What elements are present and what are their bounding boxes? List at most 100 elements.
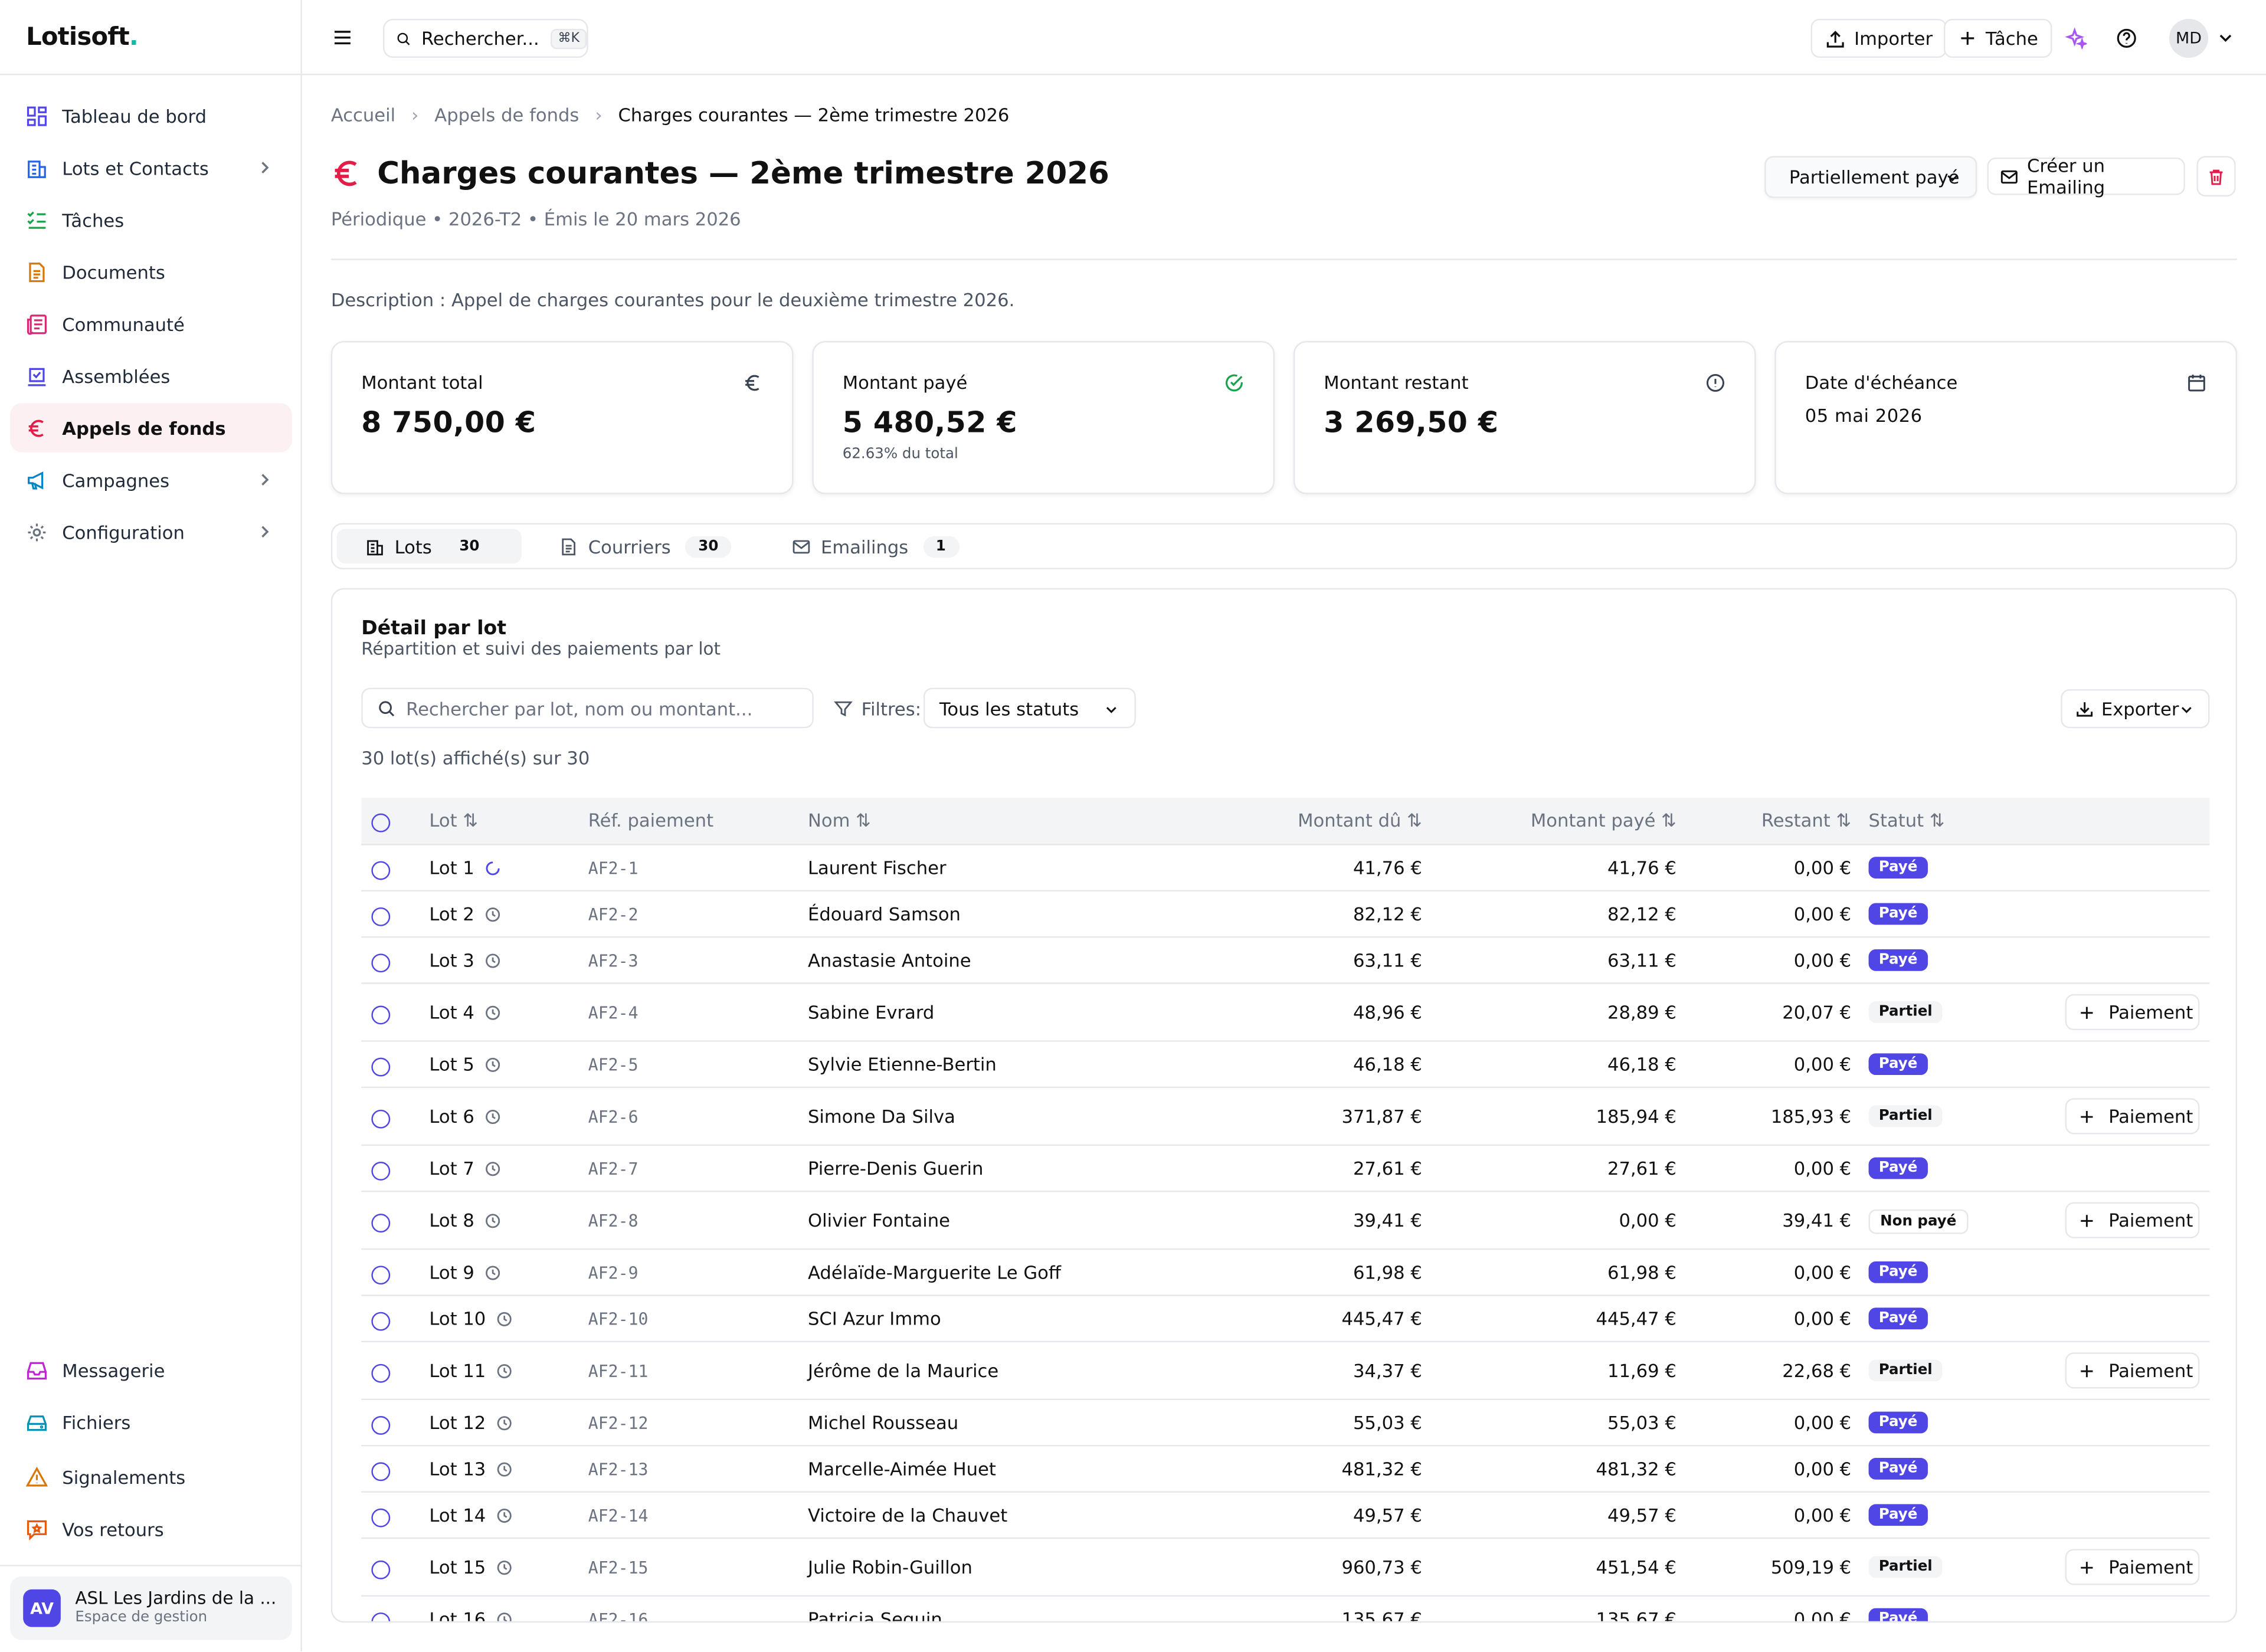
row-checkbox[interactable]: [371, 907, 391, 926]
sidebar-item-campagnes[interactable]: Campagnes: [10, 455, 292, 504]
lot-cell[interactable]: Lot 14: [429, 1504, 513, 1526]
table-row[interactable]: Lot 14 AF2-14 Victoire de la Chauvet 49,57 …: [361, 1493, 2210, 1539]
table-row[interactable]: Lot 4 AF2-4 Sabine Evrard 48,96 € 28,89 € 20,…: [361, 984, 2210, 1042]
table-row[interactable]: Lot 8 AF2-8 Olivier Fontaine 39,41 € 0,00 € 3…: [361, 1192, 2210, 1250]
user-avatar[interactable]: MD: [2169, 18, 2209, 58]
tab-lots[interactable]: Lots 30: [336, 529, 522, 564]
row-checkbox[interactable]: [371, 1109, 391, 1129]
table-row[interactable]: Lot 9 AF2-9 Adélaïde-Marguerite Le Goff 61,…: [361, 1250, 2210, 1296]
row-checkbox[interactable]: [371, 1560, 391, 1579]
lot-cell[interactable]: Lot 15: [429, 1556, 513, 1578]
row-checkbox[interactable]: [371, 1312, 391, 1331]
column-header-restant[interactable]: Restant ⇅: [1761, 809, 1852, 831]
row-checkbox[interactable]: [371, 861, 391, 880]
lot-cell[interactable]: Lot 4: [429, 1001, 502, 1023]
table-row[interactable]: Lot 11 AF2-11 Jérôme de la Maurice 34,37 € 1…: [361, 1342, 2210, 1401]
row-checkbox[interactable]: [371, 1416, 391, 1435]
lot-search-input[interactable]: Rechercher par lot, nom ou montant...: [361, 687, 814, 729]
table-row[interactable]: Lot 3 AF2-3 Anastasie Antoine 63,11 € 63,11 …: [361, 938, 2210, 984]
lot-cell[interactable]: Lot 6: [429, 1105, 502, 1127]
import-button[interactable]: Importer: [1810, 18, 1947, 58]
help-icon[interactable]: [2113, 25, 2139, 51]
sidebar-item-signalements[interactable]: Signalements: [10, 1452, 292, 1501]
table-row[interactable]: Lot 16 AF2-16 Patricia Seguin 135,67 € 135,6…: [361, 1597, 2209, 1621]
row-checkbox[interactable]: [371, 1057, 391, 1077]
delete-button[interactable]: [2196, 156, 2236, 197]
chevron-down-icon: [1106, 707, 1116, 713]
add-payment-button[interactable]: Paiement: [2065, 1202, 2200, 1238]
row-checkbox[interactable]: [371, 1363, 391, 1383]
sparkles-icon[interactable]: [2062, 25, 2088, 51]
table-row[interactable]: Lot 2 AF2-2 Édouard Samson 82,12 € 82,12 € 0,…: [361, 891, 2210, 938]
tab-courriers[interactable]: Courriers 30: [559, 529, 732, 563]
sidebar-item-vos-retours[interactable]: Vos retours: [10, 1504, 292, 1553]
sidebar-item-messagerie[interactable]: Messagerie: [10, 1345, 292, 1394]
breadcrumb-home[interactable]: Accueil: [330, 104, 396, 126]
menu-icon[interactable]: [331, 26, 354, 49]
logo[interactable]: Lotisoft.: [26, 23, 139, 53]
sidebar-item-documents[interactable]: Documents: [10, 247, 292, 296]
lot-cell[interactable]: Lot 3: [429, 949, 502, 971]
table-row[interactable]: Lot 7 AF2-7 Pierre-Denis Guerin 27,61 € 27,6…: [361, 1146, 2210, 1192]
table-row[interactable]: Lot 10 AF2-10 SCI Azur Immo 445,47 € 445,47 …: [361, 1296, 2210, 1343]
table-row[interactable]: Lot 6 AF2-6 Simone Da Silva 371,87 € 185,94 …: [361, 1088, 2210, 1146]
global-search[interactable]: Rechercher... ⌘K: [382, 18, 588, 58]
row-checkbox[interactable]: [371, 1161, 391, 1181]
table-row[interactable]: Lot 13 AF2-13 Marcelle-Aimée Huet 481,32 € 4…: [361, 1446, 2210, 1493]
row-checkbox[interactable]: [371, 1462, 391, 1481]
sidebar-item-appels-de-fonds[interactable]: Appels de fonds: [10, 403, 292, 453]
sidebar-item-configuration[interactable]: Configuration: [10, 507, 292, 556]
row-checkbox[interactable]: [371, 1508, 391, 1528]
create-emailing-button[interactable]: Créer un Emailing: [1987, 155, 2185, 198]
status-filter-select[interactable]: Tous les statuts: [923, 687, 1136, 729]
table-row[interactable]: Lot 12 AF2-12 Michel Rousseau 55,03 € 55,03 …: [361, 1400, 2210, 1447]
add-payment-button[interactable]: Paiement: [2065, 1098, 2200, 1135]
sidebar-item-lots-contacts[interactable]: Lots et Contacts: [10, 143, 292, 192]
row-checkbox[interactable]: [371, 1612, 391, 1621]
lot-cell[interactable]: Lot 5: [429, 1053, 502, 1075]
chevron-down-icon[interactable]: [2215, 28, 2235, 48]
montant-paye-cell: 55,03 €: [1607, 1411, 1676, 1434]
breadcrumb-appels[interactable]: Appels de fonds: [434, 104, 579, 126]
sidebar-item-assemblees[interactable]: Assemblées: [10, 351, 292, 400]
lot-cell[interactable]: Lot 12: [429, 1412, 513, 1433]
lot-cell[interactable]: Lot 9: [429, 1261, 502, 1283]
add-payment-button[interactable]: Paiement: [2065, 1352, 2200, 1389]
lot-cell[interactable]: Lot 13: [429, 1458, 513, 1480]
add-task-button[interactable]: Tâche: [1943, 18, 2053, 58]
status-select[interactable]: Partiellement payé: [1764, 156, 1977, 198]
lot-cell[interactable]: Lot 2: [429, 903, 502, 925]
column-header-montant-du[interactable]: Montant dû ⇅: [1298, 809, 1422, 831]
sidebar-item-tableau-de-bord[interactable]: Tableau de bord: [10, 91, 292, 140]
lot-cell[interactable]: Lot 7: [429, 1158, 502, 1179]
table-row[interactable]: Lot 1 AF2-1 Laurent Fischer 41,76 € 41,76 € 0…: [361, 845, 2210, 892]
lot-cell[interactable]: Lot 11: [429, 1360, 513, 1381]
sidebar-item-fichiers[interactable]: Fichiers: [10, 1397, 292, 1446]
lot-cell[interactable]: Lot 16: [429, 1608, 513, 1621]
column-header-statut[interactable]: Statut ⇅: [1868, 809, 1945, 831]
lot-cell[interactable]: Lot 1: [429, 857, 502, 879]
restant-cell: 0,00 €: [1793, 1053, 1852, 1076]
restant-cell: 20,07 €: [1782, 1001, 1852, 1023]
sidebar-item-label: Documents: [62, 261, 165, 283]
table-row[interactable]: Lot 15 AF2-15 Julie Robin-Guillon 960,73 € 4…: [361, 1539, 2210, 1597]
column-header-nom[interactable]: Nom ⇅: [807, 809, 871, 831]
loading-icon: [486, 861, 500, 875]
row-checkbox[interactable]: [371, 953, 391, 973]
table-row[interactable]: Lot 5 AF2-5 Sylvie Etienne-Bertin 46,18 € 46…: [361, 1042, 2210, 1089]
select-all-checkbox[interactable]: [371, 813, 391, 832]
lot-cell[interactable]: Lot 10: [429, 1307, 513, 1329]
lot-cell[interactable]: Lot 8: [429, 1210, 502, 1231]
row-checkbox[interactable]: [371, 1214, 391, 1233]
tab-emailings[interactable]: Emailings 1: [792, 529, 959, 563]
column-header-montant-paye[interactable]: Montant payé ⇅: [1530, 809, 1676, 831]
row-checkbox[interactable]: [371, 1005, 391, 1025]
add-payment-button[interactable]: Paiement: [2065, 994, 2200, 1031]
sidebar-item-communaute[interactable]: Communauté: [10, 299, 292, 348]
column-header-lot[interactable]: Lot ⇅: [429, 809, 479, 831]
row-checkbox[interactable]: [371, 1266, 391, 1285]
export-button[interactable]: Exporter: [2061, 689, 2210, 729]
organization-switcher[interactable]: AV ASL Les Jardins de la ... Espace de g…: [10, 1576, 292, 1640]
sidebar-item-taches[interactable]: Tâches: [10, 195, 292, 244]
add-payment-button[interactable]: Paiement: [2065, 1549, 2200, 1585]
